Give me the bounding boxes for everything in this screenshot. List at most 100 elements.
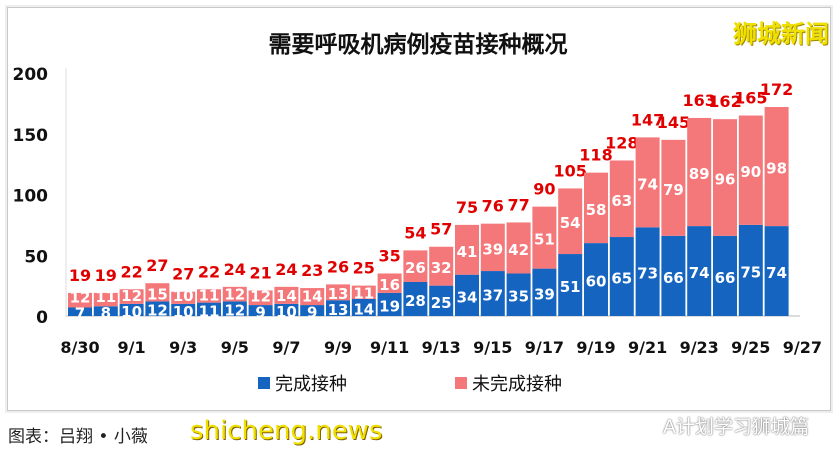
data-label-not-completed: 51 (534, 231, 555, 249)
bar-completed (403, 281, 428, 316)
bar-completed (635, 227, 660, 316)
data-label-not-completed: 12 (224, 286, 245, 304)
data-label-total: 54 (404, 223, 426, 242)
watermark-bottom-right: A计划学习狮城篇 (663, 416, 809, 438)
data-label-completed: 12 (224, 302, 245, 320)
bar-not-completed (455, 224, 479, 275)
data-label-completed: 11 (199, 302, 220, 320)
x-tick-label: 9/13 (422, 338, 461, 357)
data-label-not-completed: 10 (173, 287, 194, 305)
bar-not-completed (119, 289, 144, 304)
data-label-completed: 39 (534, 285, 555, 303)
data-label-completed: 28 (405, 292, 426, 310)
data-label-not-completed: 15 (147, 285, 168, 303)
bar-completed (738, 224, 763, 316)
data-label-completed: 74 (766, 264, 787, 282)
data-label-total: 21 (249, 263, 271, 282)
x-tick-label: 9/21 (628, 338, 667, 357)
data-label-completed: 8 (101, 304, 111, 322)
data-label-completed: 66 (663, 269, 684, 287)
bar-not-completed (377, 273, 402, 293)
bar-not-completed (687, 117, 712, 227)
data-label-not-completed: 54 (560, 214, 581, 232)
bar-not-completed (274, 286, 299, 304)
y-tick-label: 200 (13, 65, 49, 85)
x-tick-label: 9/9 (324, 338, 352, 357)
data-label-total: 147 (631, 110, 664, 129)
data-label-total: 35 (378, 246, 400, 265)
data-label-completed: 7 (75, 305, 85, 323)
bar-completed (558, 254, 583, 316)
bar-completed (68, 307, 92, 316)
data-label-completed: 12 (147, 302, 168, 320)
data-label-not-completed: 89 (689, 165, 710, 183)
bar-completed (197, 302, 221, 316)
bar-completed (119, 303, 144, 316)
data-label-completed: 66 (715, 269, 736, 287)
data-label-completed: 25 (431, 294, 452, 312)
data-label-completed: 74 (689, 264, 710, 282)
data-label-completed: 19 (379, 297, 400, 315)
bar-completed (326, 300, 350, 316)
data-label-total: 145 (657, 113, 690, 132)
data-label-not-completed: 32 (431, 259, 452, 277)
data-label-total: 118 (579, 146, 612, 165)
data-label-total: 172 (760, 80, 793, 99)
data-label-completed: 9 (307, 304, 317, 322)
data-label-total: 128 (605, 133, 638, 152)
bar-completed (584, 243, 608, 316)
data-label-completed: 73 (637, 265, 658, 283)
data-label-total: 90 (533, 180, 555, 199)
x-tick-label: 9/3 (169, 338, 197, 357)
y-tick-label: 100 (13, 187, 49, 207)
bar-not-completed (558, 188, 583, 255)
data-label-completed: 10 (276, 303, 297, 321)
data-label-total: 24 (224, 260, 246, 279)
bar-not-completed (403, 250, 428, 282)
data-label-not-completed: 16 (379, 276, 400, 294)
data-label-not-completed: 74 (637, 175, 658, 193)
data-label-total: 27 (172, 265, 194, 284)
x-tick-label: 9/27 (783, 338, 822, 357)
watermark-top-right: 狮城新闻 (733, 20, 829, 48)
data-label-total: 22 (198, 262, 220, 281)
data-label-not-completed: 14 (276, 287, 297, 305)
data-label-total: 25 (353, 259, 375, 278)
data-label-total: 19 (95, 266, 117, 285)
data-label-not-completed: 12 (250, 288, 271, 306)
bar-not-completed (68, 292, 92, 308)
data-label-total: 163 (682, 91, 715, 110)
bar-completed (274, 303, 299, 316)
data-label-not-completed: 26 (405, 259, 426, 277)
data-label-completed: 37 (482, 287, 503, 305)
data-label-total: 23 (301, 261, 323, 280)
x-tick-label: 9/5 (221, 338, 249, 357)
data-label-completed: 9 (255, 304, 265, 322)
data-label-total: 26 (327, 257, 349, 276)
data-label-completed: 13 (328, 301, 349, 319)
y-tick-label: 50 (24, 247, 48, 267)
y-tick-label: 0 (36, 308, 48, 328)
data-label-not-completed: 41 (457, 243, 478, 261)
bar-completed (429, 285, 454, 316)
bar-not-completed (713, 119, 737, 236)
bar-not-completed (584, 172, 608, 244)
data-label-total: 76 (482, 197, 504, 216)
data-label-not-completed: 42 (508, 241, 529, 259)
data-label-not-completed: 96 (715, 170, 736, 188)
bar-not-completed (197, 289, 221, 303)
y-tick-label: 150 (13, 126, 49, 146)
x-tick-label: 9/15 (473, 338, 512, 357)
bar-not-completed (609, 160, 634, 238)
bar-not-completed (222, 286, 247, 302)
data-label-completed: 75 (740, 263, 761, 281)
data-label-completed: 60 (586, 273, 607, 291)
bar-completed (713, 235, 737, 316)
x-tick-label: 9/19 (576, 338, 615, 357)
bar-completed (455, 274, 479, 316)
data-label-total: 77 (507, 195, 529, 214)
legend-swatch (455, 377, 467, 389)
chart-title: 需要呼吸机病例疫苗接种概况 (269, 31, 568, 58)
bar-not-completed (429, 246, 454, 286)
